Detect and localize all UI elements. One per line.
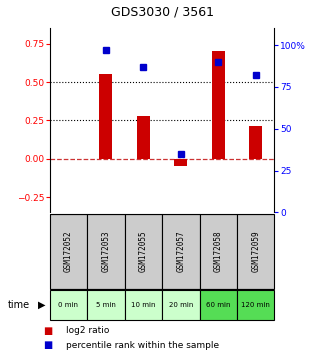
Text: GDS3030 / 3561: GDS3030 / 3561 <box>111 6 213 19</box>
Text: ■: ■ <box>43 326 53 336</box>
Text: GSM172059: GSM172059 <box>251 230 260 272</box>
Text: 5 min: 5 min <box>96 302 116 308</box>
Text: GSM172052: GSM172052 <box>64 230 73 272</box>
Bar <box>249 126 262 159</box>
Text: ▶: ▶ <box>38 300 45 310</box>
Bar <box>50 290 87 320</box>
Bar <box>237 290 274 320</box>
Text: GSM172057: GSM172057 <box>176 230 185 272</box>
Bar <box>200 214 237 289</box>
Bar <box>87 290 125 320</box>
Text: GSM172053: GSM172053 <box>101 230 110 272</box>
Text: percentile rank within the sample: percentile rank within the sample <box>66 341 219 350</box>
Bar <box>174 159 187 166</box>
Text: time: time <box>8 300 30 310</box>
Bar <box>125 214 162 289</box>
Text: GSM172058: GSM172058 <box>214 230 223 272</box>
Text: 120 min: 120 min <box>241 302 270 308</box>
Bar <box>162 290 200 320</box>
Bar <box>162 214 200 289</box>
Bar <box>212 51 225 159</box>
Bar <box>200 290 237 320</box>
Bar <box>100 74 112 159</box>
Text: log2 ratio: log2 ratio <box>66 326 109 336</box>
Bar <box>137 116 150 159</box>
Bar <box>50 214 87 289</box>
Text: GSM172055: GSM172055 <box>139 230 148 272</box>
Text: 0 min: 0 min <box>58 302 78 308</box>
Bar <box>87 214 125 289</box>
Text: ■: ■ <box>43 340 53 350</box>
Bar <box>237 214 274 289</box>
Bar <box>125 290 162 320</box>
Text: 60 min: 60 min <box>206 302 230 308</box>
Text: 20 min: 20 min <box>169 302 193 308</box>
Text: 10 min: 10 min <box>131 302 156 308</box>
